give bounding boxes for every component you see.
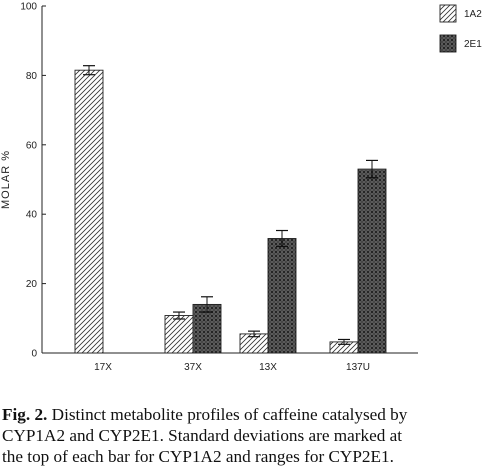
x-tick-label: 17X (94, 362, 112, 373)
bar-1A2-17X (74, 69, 104, 354)
bar-2E1-13X (267, 238, 297, 354)
error-bar-2E1-13X (276, 229, 288, 248)
x-tick-label: 137U (346, 362, 370, 373)
y-axis-label: MOLAR % (0, 150, 12, 209)
error-bar-2E1-137U (366, 159, 378, 179)
caption-text-1: Distinct metabolite profiles of caffeine… (51, 405, 408, 424)
figure-caption: Fig. 2. Distinct metabolite profiles of … (2, 404, 495, 467)
y-tick-label: 20 (26, 279, 38, 290)
bars (74, 65, 387, 354)
error-bar-2E1-37X (201, 296, 213, 313)
bar-2E1-37X (192, 303, 222, 354)
legend-swatch-1A2 (439, 4, 457, 23)
x-tick-label: 13X (259, 362, 277, 373)
bar-2E1-137U (357, 168, 387, 354)
legend-label-1A2: 1A2 (464, 9, 482, 20)
legend-label-2E1: 2E1 (464, 39, 482, 50)
legend: 1A2 2E1 (439, 4, 482, 53)
error-bar-1A2-17X (83, 65, 95, 76)
x-tick-label: 37X (184, 362, 202, 373)
y-tick-label: 0 (31, 349, 37, 360)
caption-line-1: Fig. 2. Distinct metabolite profiles of … (2, 404, 495, 425)
y-tick-label: 40 (26, 210, 38, 221)
caption-line-2: CYP1A2 and CYP2E1. Standard deviations a… (2, 426, 403, 445)
bar-chart: 0 20 40 60 80 100 MOLAR % 17X 37X 13X 137U 1A2 2E1 (0, 2, 482, 374)
y-tick-label: 80 (26, 71, 38, 82)
caption-label: Fig. 2. (2, 405, 48, 424)
y-tick-label: 100 (20, 2, 37, 13)
error-bar-1A2-13X (248, 330, 260, 338)
error-bar-1A2-137U (338, 338, 350, 345)
legend-swatch-2E1 (439, 34, 457, 53)
caption-line-3: the top of each bar for CYP1A2 and range… (2, 447, 394, 466)
axis-labels: 0 20 40 60 80 100 MOLAR % 17X 37X 13X 137U (0, 2, 370, 374)
error-bar-1A2-37X (173, 311, 185, 320)
bar-1A2-37X (164, 315, 194, 354)
y-tick-label: 60 (26, 140, 38, 151)
